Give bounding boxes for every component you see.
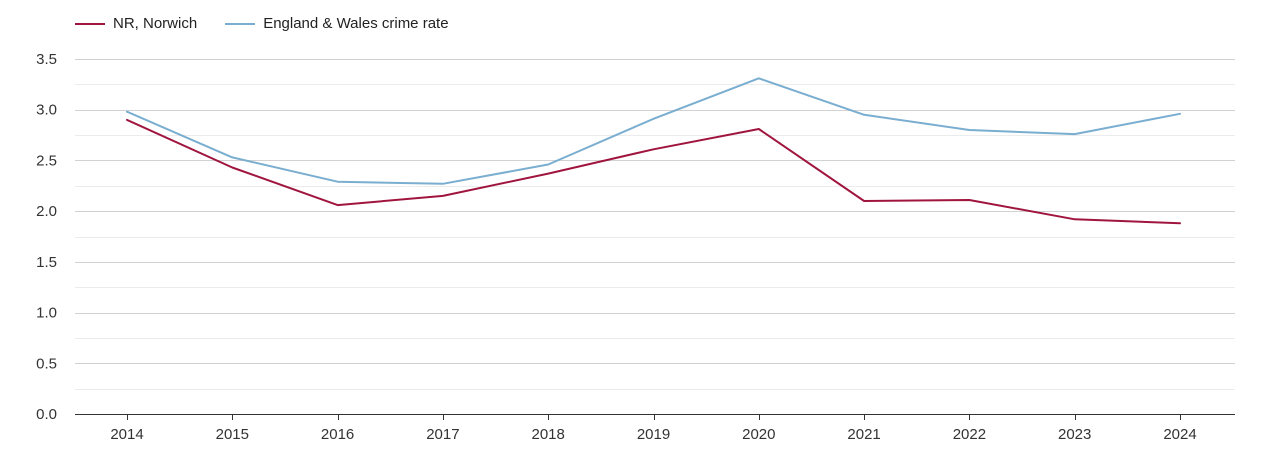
y-tick-label: 2.0 bbox=[36, 203, 57, 220]
legend-swatch-england-wales bbox=[225, 22, 256, 25]
series-line-norwich bbox=[126, 118, 1181, 225]
x-tick-label: 2022 bbox=[953, 426, 986, 443]
x-tick-label: 2023 bbox=[1058, 426, 1091, 443]
y-tick-label: 1.0 bbox=[36, 305, 57, 322]
x-tick-label: 2024 bbox=[1163, 426, 1196, 443]
legend-label-england-wales: England & Wales crime rate bbox=[263, 15, 449, 32]
x-tick-label: 2020 bbox=[742, 426, 775, 443]
x-tick-label: 2018 bbox=[532, 426, 565, 443]
x-tick-label: 2017 bbox=[426, 426, 459, 443]
y-tick-label: 0.5 bbox=[36, 355, 57, 372]
y-tick-label: 1.5 bbox=[36, 254, 57, 271]
x-tick-label: 2019 bbox=[637, 426, 670, 443]
legend-swatch-norwich bbox=[75, 22, 105, 25]
y-tick-label: 3.0 bbox=[36, 102, 57, 119]
series-line-england-wales bbox=[126, 77, 1181, 185]
x-tick-label: 2021 bbox=[847, 426, 880, 443]
legend-label-norwich: NR, Norwich bbox=[113, 15, 198, 32]
y-tick-label: 0.0 bbox=[36, 406, 57, 423]
chart-legend: NR, Norwich England & Wales crime rate bbox=[75, 15, 449, 32]
x-tick-label: 2014 bbox=[110, 426, 143, 443]
y-tick-label: 2.5 bbox=[36, 152, 57, 169]
legend-item-norwich[interactable]: NR, Norwich bbox=[75, 15, 197, 32]
legend-item-england-wales[interactable]: England & Wales crime rate bbox=[225, 15, 449, 32]
y-tick-label: 3.5 bbox=[36, 51, 57, 68]
x-tick-label: 2015 bbox=[216, 426, 249, 443]
x-tick-label: 2016 bbox=[321, 426, 354, 443]
